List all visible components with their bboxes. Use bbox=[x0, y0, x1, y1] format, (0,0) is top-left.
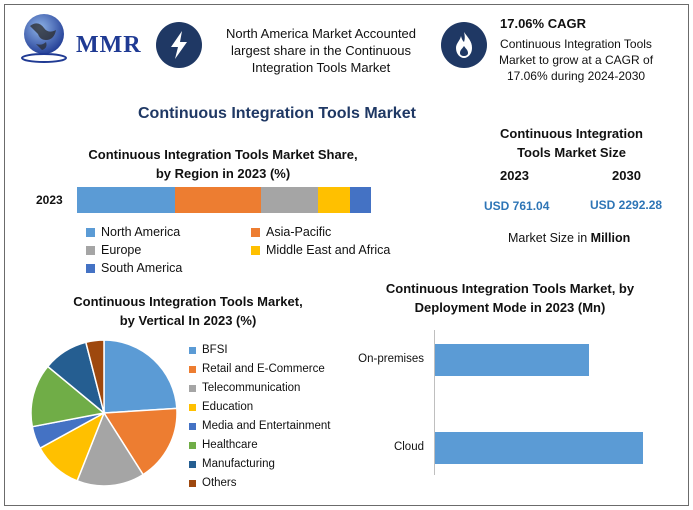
globe-icon bbox=[21, 14, 67, 63]
legend-swatch bbox=[189, 422, 196, 430]
pie-legend-item-healthcare: Healthcare bbox=[189, 439, 258, 451]
size-value-2030: USD 2292.28 bbox=[590, 198, 663, 212]
pie-slice-healthcare bbox=[30, 365, 106, 428]
vertical-pie-chart bbox=[30, 339, 178, 487]
logo-text: MMR bbox=[76, 32, 142, 58]
legend-swatch bbox=[189, 460, 196, 468]
region-chart-title-line1: Continuous Integration Tools Market Shar… bbox=[88, 147, 358, 162]
region-segment-south-america bbox=[350, 187, 371, 213]
pie-slice-telecommunication bbox=[76, 411, 145, 487]
vertical-chart-title-line2: by Vertical In 2023 (%) bbox=[119, 313, 257, 328]
legend-swatch bbox=[86, 227, 95, 237]
vertical-chart-title-line1: Continuous Integration Tools Market, bbox=[73, 294, 303, 309]
market-size-title: Continuous Integration Tools Market Size bbox=[480, 124, 663, 162]
region-segment-europe bbox=[261, 187, 318, 213]
legend-label: South America bbox=[101, 261, 183, 275]
legend-label: Media and Entertainment bbox=[202, 420, 331, 432]
deployment-chart-title-line1: Continuous Integration Tools Market, by bbox=[385, 281, 635, 296]
legend-label: Others bbox=[202, 477, 237, 489]
flame-icon bbox=[441, 22, 487, 68]
legend-item-south-america: South America bbox=[86, 261, 182, 275]
market-size-unit: Market Size in Million bbox=[508, 231, 630, 245]
legend-item-asia-pacific: Asia-Pacific bbox=[251, 225, 331, 239]
pie-slice-bfsi bbox=[103, 339, 178, 414]
deployment-axis-line bbox=[434, 330, 435, 475]
vertical-chart-title: Continuous Integration Tools Market, by … bbox=[46, 292, 330, 330]
north-america-note: North America Market Accounted largest s… bbox=[225, 26, 417, 75]
pie-legend-item-telecommunication: Telecommunication bbox=[189, 382, 300, 394]
size-year-2030: 2030 bbox=[612, 168, 641, 183]
legend-label: Healthcare bbox=[202, 439, 258, 451]
mmr-logo: MMR bbox=[14, 10, 144, 66]
unit-bold: Million bbox=[590, 231, 631, 245]
legend-swatch bbox=[251, 245, 260, 255]
legend-label: North America bbox=[101, 225, 181, 239]
pie-legend-item-media-and-entertainment: Media and Entertainment bbox=[189, 420, 331, 432]
legend-label: Europe bbox=[101, 243, 142, 257]
pie-legend-item-manufacturing: Manufacturing bbox=[189, 458, 275, 470]
legend-swatch bbox=[189, 346, 196, 354]
deployment-bar-on-premises bbox=[435, 344, 590, 376]
legend-swatch bbox=[189, 365, 196, 373]
cagr-text: Continuous Integration Tools Market to g… bbox=[498, 37, 654, 83]
lightning-icon bbox=[156, 22, 202, 68]
pie-legend-item-education: Education bbox=[189, 401, 253, 413]
region-segment-north-america bbox=[77, 187, 175, 213]
deployment-chart-title: Continuous Integration Tools Market, by … bbox=[370, 279, 650, 317]
deployment-label-on-premises: On-premises bbox=[358, 353, 424, 365]
region-bar-category: 2023 bbox=[36, 193, 63, 207]
legend-item-middle-east-africa: Middle East and Africa bbox=[251, 243, 390, 257]
size-value-2023: USD 761.04 bbox=[484, 199, 550, 213]
legend-label: Education bbox=[202, 401, 254, 413]
pie-slice-retail-and-e-commerce bbox=[102, 407, 178, 476]
unit-prefix: Market Size in bbox=[508, 231, 591, 245]
legend-label: Manufacturing bbox=[202, 458, 275, 470]
deployment-chart-title-line2: Deployment Mode in 2023 (Mn) bbox=[414, 300, 606, 315]
legend-item-europe: Europe bbox=[86, 243, 141, 257]
region-segment-asia-pacific bbox=[175, 187, 262, 213]
legend-swatch bbox=[189, 441, 196, 449]
legend-swatch bbox=[189, 384, 196, 392]
size-year-2023: 2023 bbox=[500, 168, 529, 183]
legend-label: Middle East and Africa bbox=[266, 243, 391, 257]
infographic-frame bbox=[4, 4, 689, 506]
legend-swatch bbox=[189, 479, 196, 487]
legend-swatch bbox=[251, 227, 260, 237]
region-chart-title-line2: by Region in 2023 (%) bbox=[155, 166, 291, 181]
deployment-label-cloud: Cloud bbox=[393, 441, 424, 453]
pie-legend-item-others: Others bbox=[189, 477, 237, 489]
region-chart-title: Continuous Integration Tools Market Shar… bbox=[70, 145, 376, 183]
main-title: Continuous Integration Tools Market bbox=[138, 105, 416, 122]
pie-legend-item-bfsi: BFSI bbox=[189, 344, 228, 356]
region-stacked-bar bbox=[77, 187, 371, 213]
legend-swatch bbox=[86, 263, 95, 273]
legend-swatch bbox=[86, 245, 95, 255]
region-segment-middle-east-and-africa bbox=[317, 187, 351, 213]
pie-slice-others bbox=[84, 339, 105, 414]
legend-item-north-america: North America bbox=[86, 225, 180, 239]
legend-label: Retail and E-Commerce bbox=[202, 363, 325, 375]
legend-label: BFSI bbox=[202, 344, 228, 356]
cagr-title: 17.06% CAGR bbox=[500, 16, 586, 31]
legend-label: Telecommunication bbox=[202, 382, 301, 394]
market-size-title-line2: Tools Market Size bbox=[517, 145, 626, 160]
pie-legend-item-retail-and-e-commerce: Retail and E-Commerce bbox=[189, 363, 325, 375]
market-size-title-line1: Continuous Integration bbox=[500, 126, 643, 141]
legend-label: Asia-Pacific bbox=[266, 225, 332, 239]
legend-swatch bbox=[189, 403, 196, 411]
deployment-bar-cloud bbox=[435, 432, 643, 464]
